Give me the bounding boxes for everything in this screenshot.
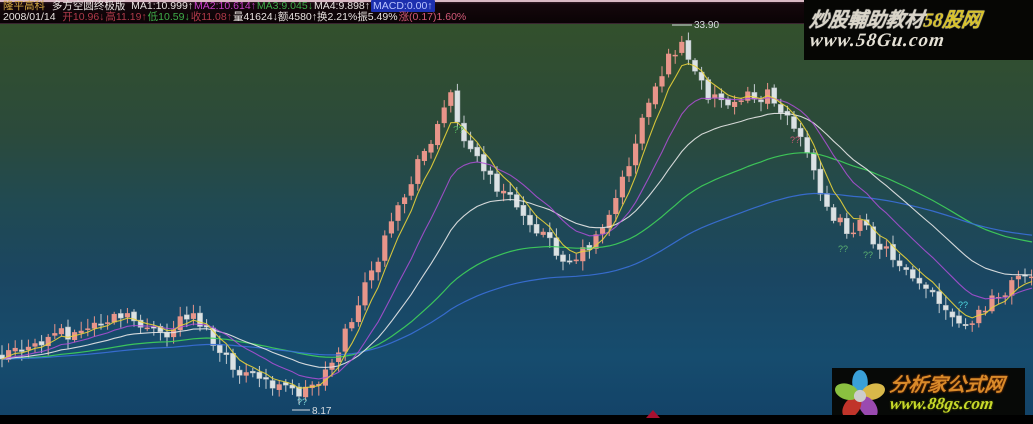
svg-text:8.17: 8.17 xyxy=(312,406,332,417)
svg-text:??: ?? xyxy=(838,244,848,254)
svg-text:33.90: 33.90 xyxy=(694,20,719,31)
svg-text:??: ?? xyxy=(958,300,968,310)
svg-text:??: ?? xyxy=(453,125,465,136)
svg-text:??: ?? xyxy=(297,397,307,407)
svg-text:??: ?? xyxy=(863,250,873,260)
svg-text:??: ?? xyxy=(790,135,800,145)
